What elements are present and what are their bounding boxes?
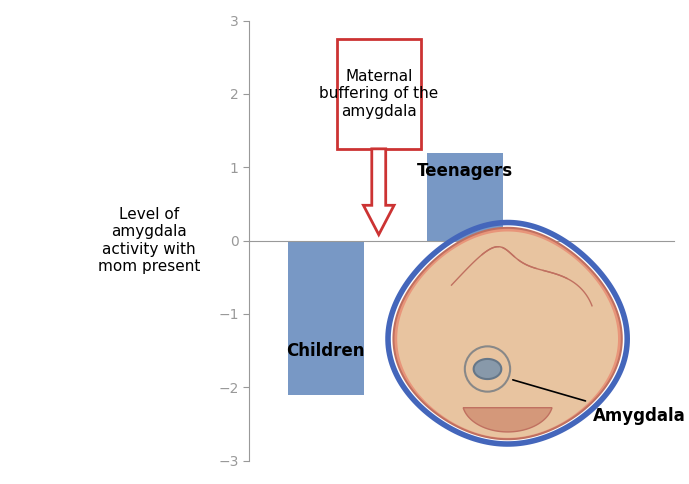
Text: Teenagers: Teenagers [417, 162, 513, 180]
Bar [426, 152, 504, 241]
Polygon shape [473, 359, 502, 379]
Polygon shape [393, 228, 621, 439]
Text: Children: Children [287, 342, 365, 360]
Polygon shape [363, 149, 394, 235]
Y-axis label: Level of
amygdala
activity with
mom present: Level of amygdala activity with mom pres… [98, 207, 200, 274]
FancyBboxPatch shape [337, 39, 420, 149]
Text: Maternal
buffering of the
amygdala: Maternal buffering of the amygdala [319, 69, 438, 119]
Polygon shape [463, 408, 552, 432]
Polygon shape [398, 231, 618, 438]
Text: Amygdala: Amygdala [593, 407, 686, 425]
Bar [287, 241, 364, 394]
